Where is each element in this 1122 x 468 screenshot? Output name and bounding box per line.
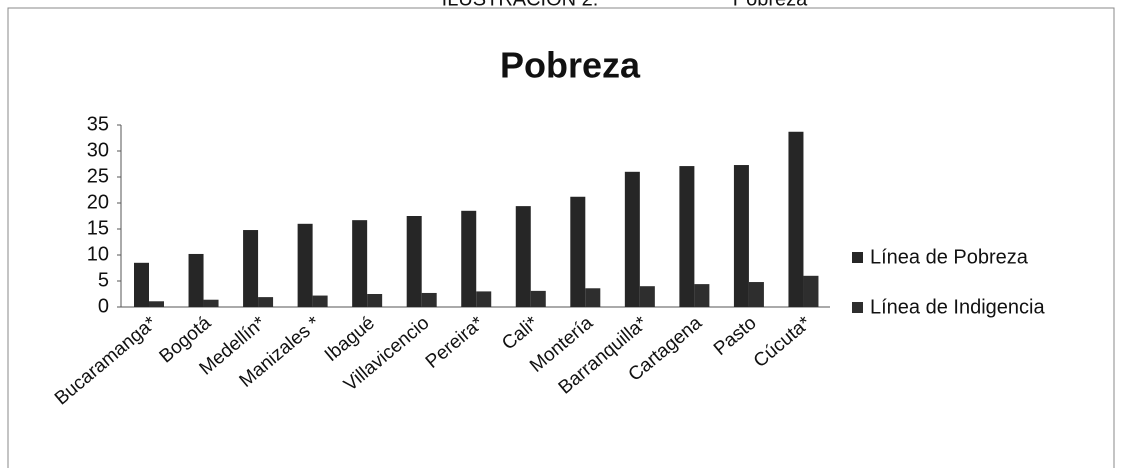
y-tick-label: 10 [87,243,109,265]
y-tick-label: 0 [98,295,109,317]
bar [352,220,368,307]
bar [733,165,749,307]
bar [476,291,492,307]
caption: ILUSTRACIÓN 2: [442,0,599,10]
bar [803,275,819,307]
caption-title: Pobreza [733,0,808,10]
x-tick-label: Cúcuta* [750,312,816,372]
legend-swatch [852,302,863,313]
bar [297,223,313,307]
bar [570,196,586,307]
bar [639,286,655,307]
bar [243,230,259,307]
bar [406,216,422,307]
bar [312,295,328,307]
bar [694,284,710,307]
x-tick-label: Cali* [498,312,543,354]
legend-swatch [852,252,863,263]
bar [134,262,149,307]
bar [585,288,601,307]
y-tick-label: 20 [87,191,109,213]
bar [258,297,274,307]
bar [748,282,764,307]
bar [461,210,477,307]
bar [203,299,219,307]
bar [421,292,437,307]
legend-label: Línea de Pobreza [870,246,1029,268]
bar [530,290,546,307]
x-tick-label: Bucaramanga* [51,312,161,409]
bar [679,166,695,307]
y-tick-label: 35 [87,113,109,135]
y-tick-label: 25 [87,165,109,187]
x-tick-label: Pereira* [422,312,489,373]
y-tick-label: 15 [87,217,109,239]
frame [7,7,1115,468]
bar [788,131,804,307]
bar [149,301,164,307]
bar [624,171,640,307]
legend-label: Línea de Indigencia [870,296,1045,318]
bar [515,206,531,307]
y-tick-label: 5 [98,269,109,291]
y-tick-label: 30 [87,139,109,161]
chart-title: Pobreza [500,45,641,86]
bar [188,253,204,307]
bar [367,294,383,307]
